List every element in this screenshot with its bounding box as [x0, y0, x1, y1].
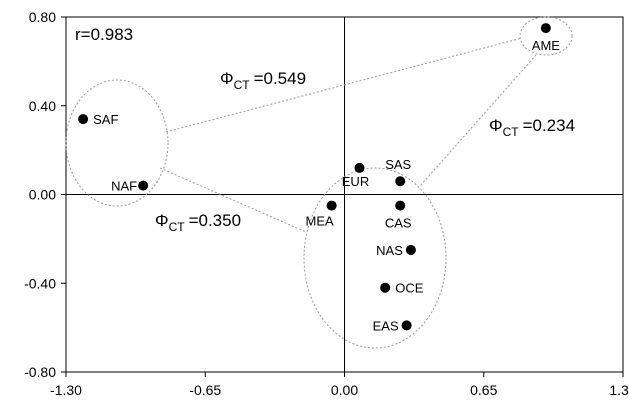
phi-value-1: =0.549: [254, 69, 306, 88]
cluster-ellipse-africa: [65, 79, 169, 207]
y-tick-label: 0.40: [29, 98, 56, 114]
connector-africa-eurasia: [159, 167, 307, 233]
data-points: SAF NAF EUR SAS MEA CAS NAS OCE EAS AME: [78, 23, 560, 333]
x-tick-label: -0.65: [189, 382, 221, 398]
point-label-sas: SAS: [385, 157, 411, 172]
point-label-nas: NAS: [376, 243, 403, 258]
point-label-cas: CAS: [385, 216, 412, 231]
phi-symbol-1: Φ: [220, 69, 234, 88]
x-tick-label: -1.30: [50, 382, 82, 398]
point-naf: [138, 180, 149, 191]
x-tick-label: 0.65: [470, 382, 497, 398]
phi-annotation-3: ΦCT =0.350: [155, 211, 241, 234]
point-oce: [380, 282, 391, 293]
y-tick-label: 0.00: [29, 187, 56, 203]
connector-america-eurasia: [419, 54, 537, 187]
point-label-ame: AME: [532, 38, 561, 53]
y-tick-label: -0.80: [24, 364, 56, 380]
y-tick-label: 0.80: [29, 9, 56, 25]
point-label-eas: EAS: [373, 318, 399, 333]
point-label-saf: SAF: [93, 112, 118, 127]
phi-subscript-3: CT: [169, 220, 186, 234]
r-annotation: r=0.983: [75, 25, 133, 44]
point-label-oce: OCE: [395, 281, 424, 296]
phi-value-3: =0.350: [189, 211, 241, 230]
y-tick-label: -0.40: [24, 275, 56, 291]
x-tick-label: 0.00: [331, 382, 358, 398]
point-eur: [354, 162, 365, 173]
cluster-ellipse-america: [519, 16, 573, 56]
point-label-eur: EUR: [342, 174, 369, 189]
phi-symbol-3: Φ: [155, 211, 169, 230]
point-saf: [78, 114, 89, 125]
x-tick-label: 1.30: [609, 382, 629, 398]
axis-ticks: -1.30 -0.65 0.00 0.65 1.30 0.80 0.40 0.00 -0.40 -…: [24, 9, 629, 398]
point-label-mea: MEA: [306, 214, 335, 229]
phi-annotation-1: ΦCT =0.549: [220, 69, 306, 92]
point-ame: [540, 23, 551, 34]
phi-subscript-2: CT: [503, 125, 520, 139]
point-cas: [395, 200, 406, 211]
point-sas: [395, 176, 406, 187]
phi-subscript-1: CT: [234, 78, 251, 92]
connector-africa-america: [165, 37, 523, 133]
point-eas: [401, 320, 412, 331]
phi-value-2: =0.234: [523, 116, 575, 135]
point-mea: [326, 200, 337, 211]
phi-symbol-2: Φ: [489, 116, 503, 135]
cluster-ellipse-eurasia: [303, 167, 447, 349]
point-label-naf: NAF: [111, 179, 137, 194]
point-nas: [405, 244, 416, 255]
phi-annotation-2: ΦCT =0.234: [489, 116, 575, 139]
